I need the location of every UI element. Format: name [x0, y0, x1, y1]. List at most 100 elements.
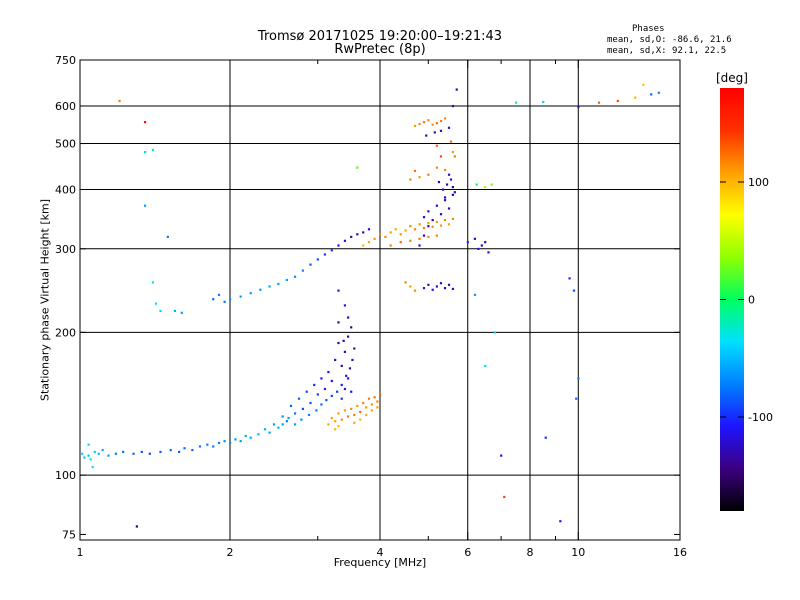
data-point	[346, 335, 350, 338]
data-point	[350, 390, 353, 393]
data-point	[118, 99, 121, 103]
data-point	[122, 450, 125, 454]
data-point	[439, 224, 443, 227]
y-tick-label: 200	[55, 326, 76, 339]
data-point	[443, 196, 447, 199]
data-point	[435, 220, 438, 223]
data-point	[634, 96, 637, 99]
data-point	[399, 241, 402, 244]
data-point	[285, 420, 288, 423]
data-point	[327, 423, 330, 426]
y-tick-label: 75	[62, 528, 76, 541]
x-tick-label: 1	[77, 546, 84, 559]
data-point	[418, 122, 421, 126]
data-point	[418, 223, 421, 226]
data-point	[259, 288, 262, 291]
data-point	[409, 178, 412, 181]
data-point	[484, 241, 487, 244]
data-point	[212, 445, 215, 448]
data-point	[577, 377, 580, 380]
data-point	[422, 287, 426, 290]
data-point	[337, 412, 340, 415]
data-point	[418, 176, 421, 179]
data-points	[81, 83, 660, 528]
data-point	[365, 406, 368, 409]
data-point	[114, 452, 118, 455]
data-point	[490, 183, 493, 186]
data-point	[346, 316, 350, 319]
data-point	[453, 155, 456, 158]
data-point	[376, 400, 379, 403]
data-point	[379, 393, 382, 396]
data-point	[515, 101, 518, 104]
data-point	[166, 235, 169, 238]
data-point	[404, 229, 407, 232]
data-point	[346, 415, 350, 418]
data-point	[343, 387, 347, 391]
data-point	[159, 309, 162, 313]
data-point	[353, 347, 356, 350]
data-point	[439, 282, 443, 285]
data-point	[334, 428, 337, 431]
data-point	[657, 91, 660, 94]
data-point	[316, 393, 319, 396]
data-point	[268, 285, 271, 288]
phases-stats-x: mean, sd,X: 92.1, 22.5	[607, 46, 727, 56]
y-tick-label: 100	[55, 469, 76, 482]
data-point	[449, 140, 453, 143]
data-point	[435, 204, 438, 207]
data-point	[480, 244, 483, 247]
data-point	[154, 302, 158, 305]
data-point	[337, 424, 340, 428]
data-point	[325, 399, 328, 402]
data-point	[447, 173, 451, 176]
data-point	[340, 418, 343, 421]
grid-lines	[80, 60, 680, 540]
data-point	[191, 448, 194, 452]
data-point	[320, 377, 323, 380]
data-point	[367, 241, 371, 244]
data-point	[451, 217, 455, 221]
data-point	[422, 234, 426, 237]
data-point	[451, 104, 455, 108]
data-point	[135, 525, 138, 528]
chart-title: Tromsø 20171025 19:20:00–19:21:43	[257, 29, 503, 44]
data-point	[466, 241, 469, 244]
data-point	[336, 390, 339, 393]
data-point	[443, 218, 447, 222]
data-point	[330, 379, 333, 383]
data-point	[477, 247, 480, 250]
data-point	[263, 428, 267, 431]
data-point	[87, 454, 90, 457]
data-point	[616, 99, 619, 103]
data-point	[575, 397, 578, 400]
data-point	[542, 100, 545, 104]
data-point	[379, 233, 382, 236]
data-point	[435, 285, 438, 288]
data-point	[293, 275, 297, 278]
data-point	[431, 123, 434, 126]
data-point	[453, 191, 456, 194]
data-point	[425, 134, 428, 137]
data-point	[376, 406, 379, 409]
data-point	[427, 173, 430, 176]
data-point	[143, 150, 147, 154]
data-point	[334, 420, 337, 423]
data-point	[268, 431, 271, 434]
data-point	[323, 253, 327, 256]
data-point	[159, 450, 162, 454]
data-point	[447, 126, 451, 129]
data-point	[487, 251, 490, 254]
x-tick-label: 4	[377, 546, 384, 559]
data-point	[362, 231, 365, 234]
data-point	[83, 456, 86, 459]
data-point	[212, 298, 215, 301]
data-point	[297, 397, 301, 400]
data-point	[422, 121, 426, 124]
chart-subtitle: RwPretec (8p)	[334, 42, 426, 57]
data-point	[343, 409, 347, 412]
data-point	[217, 293, 221, 296]
data-point	[229, 298, 232, 301]
data-point	[443, 199, 447, 202]
